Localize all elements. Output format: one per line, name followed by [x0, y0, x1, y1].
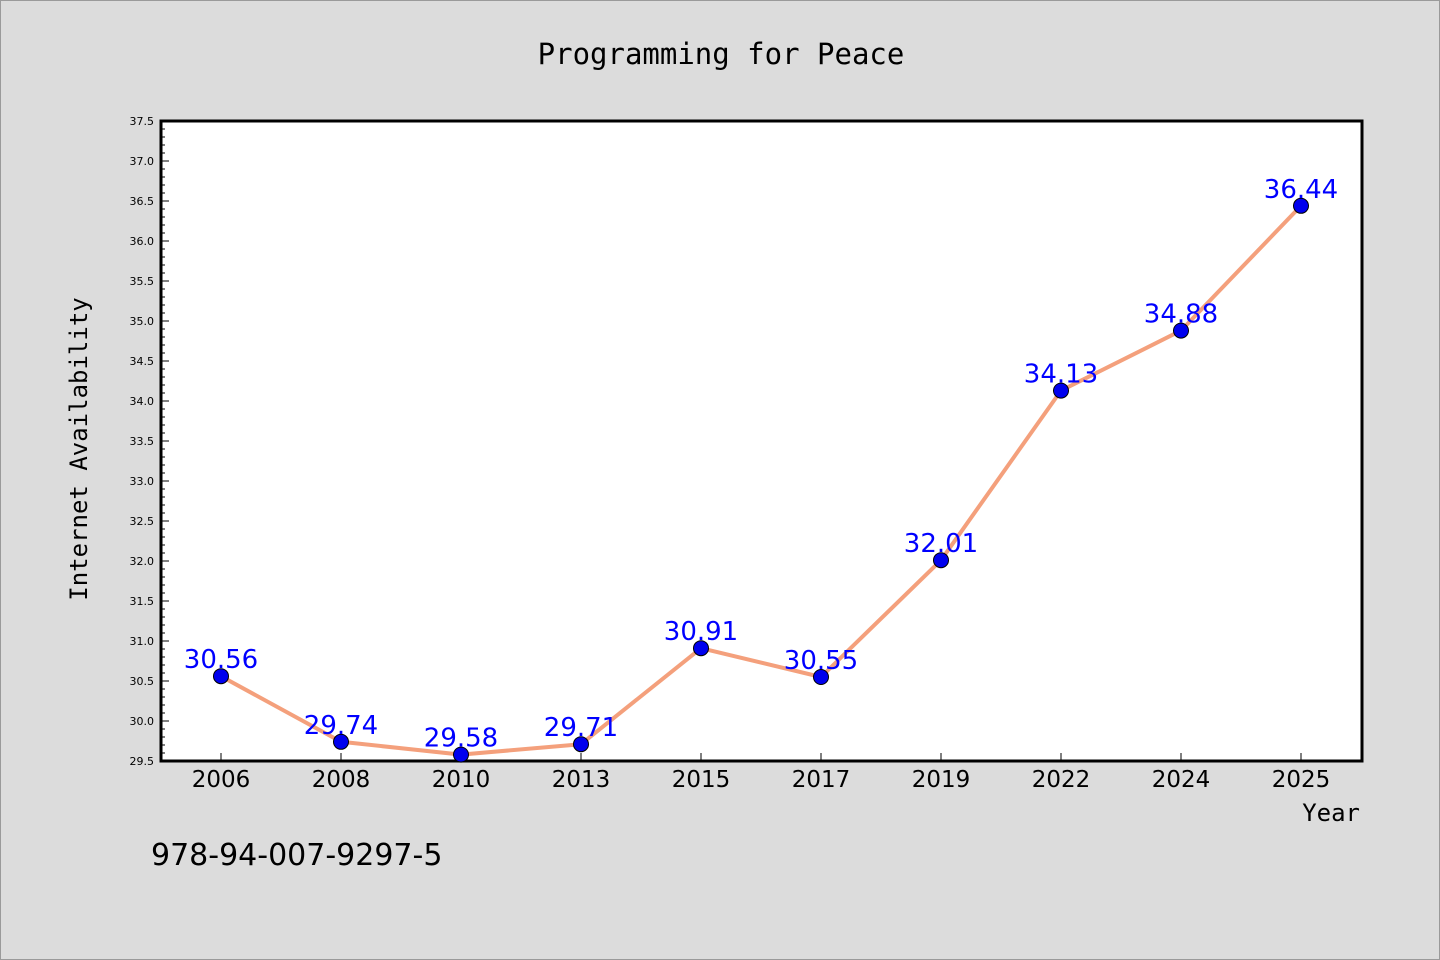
y-tick-label: 36.5: [130, 195, 155, 208]
data-label: 29.74: [304, 711, 378, 741]
chart-title: Programming for Peace: [538, 37, 905, 71]
data-point: [213, 668, 229, 685]
data-label: 30.56: [184, 645, 258, 675]
y-tick-label: 35.5: [130, 275, 155, 288]
x-axis: 2006 2008 2010 2013 2015 2017 2019 2022 2024 2025: [192, 753, 1331, 793]
y-tick-label: 37.0: [130, 155, 155, 168]
isbn-text: 978-94-007-9297-5: [151, 838, 442, 873]
y-tick-label: 31.5: [130, 595, 155, 608]
y-tick-label: 30.5: [130, 675, 155, 688]
y-axis: 29.5 30.0 30.5 31.0 31.5 32.0 32.5 33.0 33.5 34.0…: [130, 115, 169, 768]
data-label: 32.01: [904, 529, 978, 559]
data-label: 34.13: [1024, 360, 1098, 390]
series-line: [219, 203, 1303, 757]
y-tick-label: 30.0: [130, 715, 155, 728]
data-point: [1053, 382, 1069, 399]
data-label: 34.88: [1144, 300, 1218, 330]
x-axis-label: Year: [1302, 799, 1360, 827]
data-point: [813, 669, 829, 685]
data-point: [333, 733, 349, 750]
y-tick-label: 32.0: [130, 555, 155, 568]
data-point: [573, 736, 589, 753]
x-tick-label: 2024: [1152, 767, 1211, 793]
x-tick-label: 2017: [792, 767, 851, 793]
x-tick-label: 2015: [672, 767, 731, 793]
data-label: 29.58: [424, 724, 498, 754]
data-label: 29.71: [544, 713, 618, 743]
data-label: 36.44: [1264, 175, 1338, 205]
x-tick-label: 2019: [912, 767, 971, 793]
y-tick-label: 32.5: [130, 515, 155, 528]
y-tick-label: 33.0: [130, 475, 155, 488]
x-tick-label: 2006: [192, 767, 251, 793]
x-tick-label: 2008: [312, 767, 371, 793]
x-tick-label: 2025: [1272, 767, 1331, 793]
y-tick-label: 34.5: [130, 355, 155, 368]
data-point: [933, 552, 949, 569]
data-point: [453, 746, 469, 763]
x-tick-label: 2010: [432, 767, 491, 793]
y-tick-label: 37.5: [130, 115, 155, 128]
y-tick-label: 33.5: [130, 435, 155, 448]
x-tick-label: 2013: [552, 767, 611, 793]
data-point: [1173, 322, 1189, 339]
plot-area: [159, 119, 1364, 763]
y-tick-label: 35.0: [130, 315, 155, 328]
data-point: [1293, 197, 1309, 214]
y-axis-label: Internet Availability: [65, 297, 93, 600]
data-label: 30.91: [664, 617, 738, 647]
y-tick-label: 36.0: [130, 235, 155, 248]
data-point: [693, 640, 709, 657]
series-layer: 30.56 29.74 29.58 29.71 30.91 30.55 32.01 34.13…: [184, 175, 1338, 763]
y-tick-label: 34.0: [130, 395, 155, 408]
y-tick-label: 29.5: [130, 755, 155, 768]
y-tick-label: 31.0: [130, 635, 155, 648]
x-tick-label: 2022: [1032, 767, 1091, 793]
data-label: 30.55: [784, 646, 858, 676]
